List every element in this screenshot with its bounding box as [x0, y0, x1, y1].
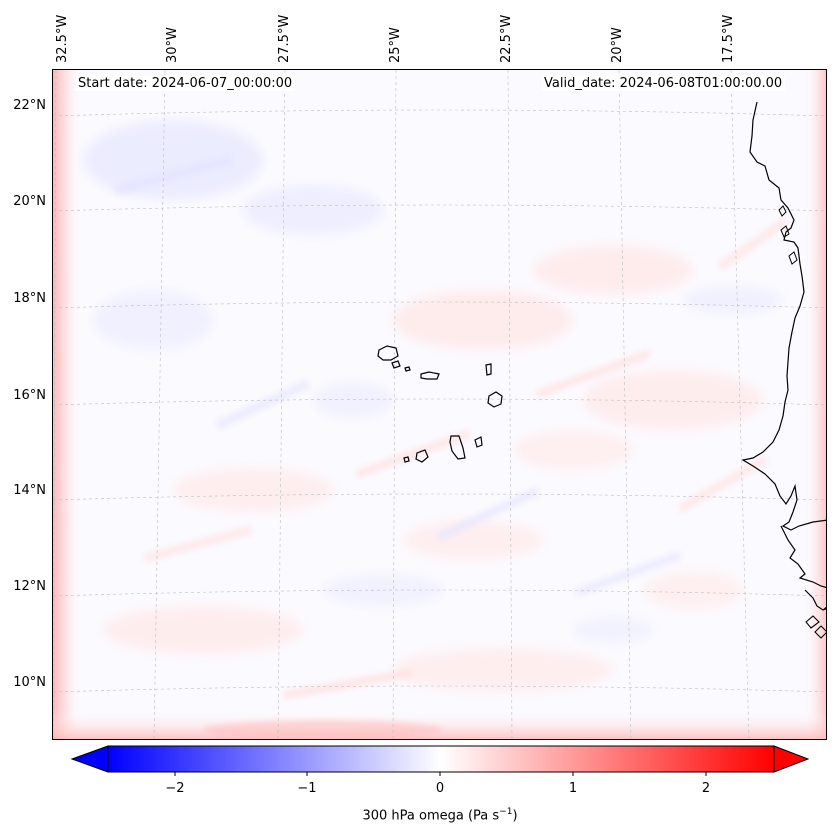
gridlines	[53, 70, 826, 739]
lat-label-18n: 18°N	[13, 291, 46, 306]
lon-label-25w: 25°W	[388, 27, 403, 63]
island-sal	[485, 363, 492, 376]
colorbar-label-suffix: )	[512, 808, 518, 824]
lat-label-20n: 20°N	[13, 194, 46, 209]
lat-label-16n: 16°N	[13, 388, 46, 403]
lat-label-10n: 10°N	[13, 675, 46, 690]
colorbar-extend-min	[70, 745, 109, 773]
colorbar-tick-neg2: −2	[165, 781, 185, 796]
lat-label-12n: 12°N	[13, 579, 46, 594]
cape-verde-islands	[377, 345, 503, 463]
right-edge-band	[803, 70, 826, 739]
map-panel	[52, 69, 827, 740]
lat-label-14n: 14°N	[13, 483, 46, 498]
colorbar-tick-neg1: −1	[297, 781, 317, 796]
gambia-senegal-coast	[780, 525, 826, 589]
colorbar-extend-max	[773, 745, 810, 773]
coast-islet-2	[788, 251, 798, 265]
coast-islet-1	[778, 205, 787, 217]
lon-label-22-5w: 22.5°W	[499, 14, 514, 63]
lon-label-20w: 20°W	[610, 27, 625, 63]
island-maio	[474, 436, 483, 448]
island-fogo	[415, 449, 429, 463]
island-santa-luzia	[404, 366, 411, 372]
island-santo-antao	[377, 345, 399, 361]
lon-label-27-5w: 27.5°W	[277, 14, 292, 63]
bissagos-islands	[805, 606, 826, 639]
lon-label-30w: 30°W	[165, 27, 180, 63]
lat-label-22n: 22°N	[13, 98, 46, 113]
omega-field-map	[53, 70, 826, 739]
left-edge-band	[53, 70, 81, 739]
colorbar-label-exponent: −1	[499, 807, 513, 817]
africa-coastline	[741, 101, 826, 531]
island-sao-vicente	[391, 360, 401, 369]
lon-label-32-5w: 32.5°W	[55, 14, 70, 63]
island-boa-vista	[487, 391, 503, 408]
colorbar-body	[107, 745, 775, 773]
omega-anomalies	[83, 120, 783, 692]
coast-islet-3	[780, 225, 790, 238]
colorbar-tick-marks	[174, 772, 707, 776]
island-santiago	[449, 435, 466, 460]
colorbar-tick-1: 1	[568, 781, 578, 796]
colorbar-label: 300 hPa omega (Pa s−1)	[0, 807, 837, 823]
valid-date-label: Valid_date: 2024-06-08T01:00:00.00	[541, 76, 786, 91]
bottom-edge-band	[53, 710, 826, 739]
colorbar-tick-0: 0	[435, 781, 445, 796]
colorbar	[70, 745, 810, 776]
colorbar-tick-2: 2	[701, 781, 711, 796]
island-sao-nicolau	[420, 371, 440, 380]
island-brava	[403, 456, 410, 463]
lon-label-17-5w: 17.5°W	[721, 14, 736, 63]
colorbar-label-prefix: 300 hPa omega (Pa s	[362, 808, 500, 824]
start-date-label: Start date: 2024-06-07_00:00:00	[75, 76, 296, 91]
